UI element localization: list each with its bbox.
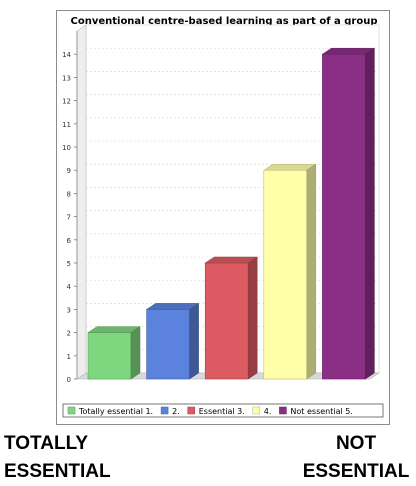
y-tick-label: 5 xyxy=(67,260,71,268)
bar-side xyxy=(306,163,317,380)
bar-side xyxy=(189,302,199,380)
legend-label: Totally essential 1. xyxy=(78,407,153,416)
legend: Totally essential 1. 2. Essential 3. 4. Not … xyxy=(62,403,384,418)
bar-front xyxy=(322,53,366,380)
y-tick-label: 8 xyxy=(67,190,71,198)
bar-side xyxy=(247,256,258,380)
y-tick-label: 11 xyxy=(62,121,71,129)
footer-left-line-2: ESSENTIAL xyxy=(4,461,111,482)
y-tick-label: 3 xyxy=(67,306,71,314)
legend-swatch xyxy=(160,406,169,415)
chart-frame: Conventional centre-based learning as pa… xyxy=(56,10,390,425)
bars xyxy=(87,47,376,380)
y-tick-label: 0 xyxy=(67,376,71,384)
bar xyxy=(204,256,259,380)
bar-front xyxy=(263,169,308,380)
y-tick-label: 9 xyxy=(67,167,71,175)
bar-front xyxy=(146,309,190,380)
bar-side xyxy=(365,47,375,380)
legend-label: 4. xyxy=(264,407,272,416)
plot-side-wall xyxy=(76,24,87,380)
bar-front xyxy=(87,332,132,380)
y-tick-label: 14 xyxy=(62,51,71,59)
chart-title: Conventional centre-based learning as pa… xyxy=(70,16,377,27)
legend-label: Not essential 5. xyxy=(290,407,352,416)
bar-side xyxy=(130,326,141,380)
bar xyxy=(321,47,376,380)
footer-left-label: TOTALLY ESSENTIAL xyxy=(4,430,111,486)
y-tick-label: 12 xyxy=(62,98,71,106)
legend-label: 2. xyxy=(172,407,180,416)
footer-right-line-1: NOT xyxy=(335,433,377,454)
y-tick-label: 13 xyxy=(62,74,71,82)
y-tick-label: 4 xyxy=(67,283,72,291)
footer-right-line-2: ESSENTIAL xyxy=(302,461,410,482)
y-tick-label: 2 xyxy=(67,330,71,338)
legend-swatch xyxy=(67,406,76,415)
legend-box xyxy=(62,403,384,418)
bar xyxy=(87,326,141,380)
bar xyxy=(262,163,317,380)
bar xyxy=(145,302,200,380)
y-tick-label: 1 xyxy=(67,353,71,361)
legend-swatch xyxy=(252,406,261,415)
bar-chart: Conventional centre-based learning as pa… xyxy=(62,16,384,418)
legend-swatch xyxy=(279,406,287,415)
legend-swatch xyxy=(187,406,195,415)
y-tick-label: 6 xyxy=(67,237,72,245)
bar-front xyxy=(204,262,249,380)
legend-label: Essential 3. xyxy=(199,407,245,416)
y-tick-label: 7 xyxy=(67,214,71,222)
footer-right-label: NOT ESSENTIAL xyxy=(296,430,416,486)
y-tick-label: 10 xyxy=(62,144,71,152)
footer-left-line-1: TOTALLY xyxy=(4,433,89,454)
